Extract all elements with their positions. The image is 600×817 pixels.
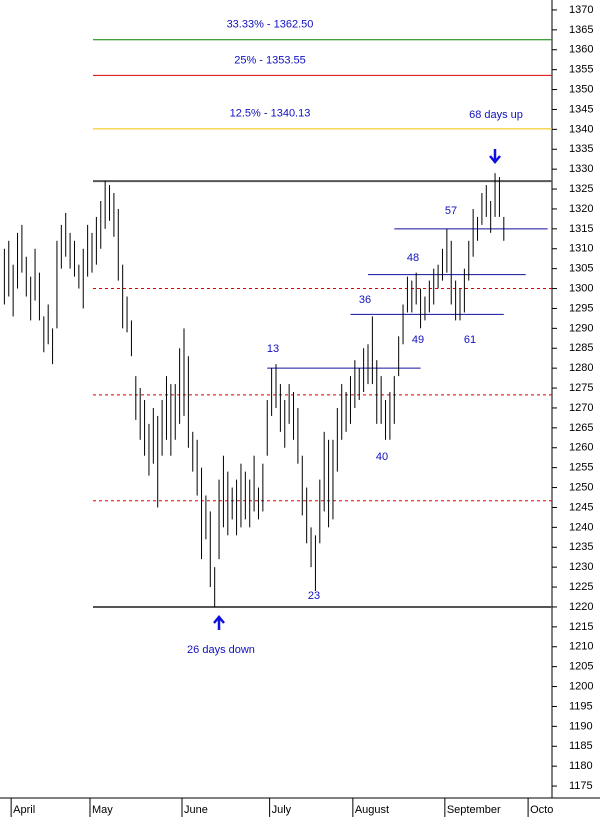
y-tick-label: 1175	[569, 780, 593, 792]
y-tick-label: 1245	[569, 501, 593, 513]
y-tick-label: 1275	[569, 382, 593, 394]
arrow-up	[213, 615, 225, 630]
fib-label: 25% - 1353.55	[234, 54, 306, 66]
y-tick-label: 1365	[569, 24, 593, 36]
x-tick-label: June	[184, 804, 208, 816]
y-tick-label: 1295	[569, 302, 593, 314]
y-tick-label: 1325	[569, 183, 593, 195]
y-tick-label: 1320	[569, 203, 593, 215]
y-tick-label: 1335	[569, 143, 593, 155]
y-tick-label: 1220	[569, 601, 593, 613]
y-tick-label: 1310	[569, 243, 593, 255]
y-tick-label: 1360	[569, 44, 593, 56]
y-tick-label: 1200	[569, 680, 593, 692]
x-tick-label: August	[355, 804, 389, 816]
annotation: 23	[308, 590, 320, 602]
y-tick-label: 1340	[569, 123, 593, 135]
y-tick-label: 1355	[569, 64, 593, 76]
annotation: 48	[407, 252, 419, 264]
y-tick-label: 1265	[569, 422, 593, 434]
x-tick-label: May	[92, 804, 113, 816]
y-tick-label: 1250	[569, 481, 593, 493]
x-tick-label: July	[272, 804, 292, 816]
y-tick-label: 1240	[569, 521, 593, 533]
y-tick-label: 1215	[569, 621, 593, 633]
y-tick-label: 1180	[569, 760, 593, 772]
y-tick-label: 1190	[569, 720, 593, 732]
y-tick-label: 1350	[569, 83, 593, 95]
y-tick-label: 1330	[569, 163, 593, 175]
y-tick-label: 1195	[569, 700, 593, 712]
y-tick-label: 1225	[569, 581, 593, 593]
y-tick-label: 1305	[569, 263, 593, 275]
annotation: 40	[376, 451, 388, 463]
y-tick-label: 1345	[569, 103, 593, 115]
annotation: 57	[445, 205, 457, 217]
x-tick-label: April	[13, 804, 35, 816]
annotation: 49	[412, 334, 424, 346]
x-tick-label: Octo	[530, 804, 553, 816]
y-tick-label: 1185	[569, 740, 593, 752]
y-tick-label: 1235	[569, 541, 593, 553]
fib-label: 12.5% - 1340.13	[230, 108, 311, 120]
y-tick-label: 1315	[569, 223, 593, 235]
y-tick-label: 1260	[569, 442, 593, 454]
annotation: 61	[464, 334, 476, 346]
y-tick-label: 1290	[569, 322, 593, 334]
y-tick-label: 1230	[569, 561, 593, 573]
y-tick-label: 1285	[569, 342, 593, 354]
y-tick-label: 1210	[569, 641, 593, 653]
y-tick-label: 1300	[569, 282, 593, 294]
fib-label: 33.33% - 1362.50	[227, 19, 314, 31]
y-tick-label: 1280	[569, 362, 593, 374]
arrow-down	[489, 149, 501, 164]
y-tick-label: 1270	[569, 402, 593, 414]
annotation: 68 days up	[469, 109, 523, 121]
annotation: 26 days down	[187, 644, 255, 656]
annotation: 36	[359, 294, 371, 306]
annotation: 13	[267, 343, 279, 355]
x-tick-label: September	[447, 804, 501, 816]
y-tick-label: 1205	[569, 661, 593, 673]
y-tick-label: 1370	[569, 4, 593, 16]
y-tick-label: 1255	[569, 462, 593, 474]
